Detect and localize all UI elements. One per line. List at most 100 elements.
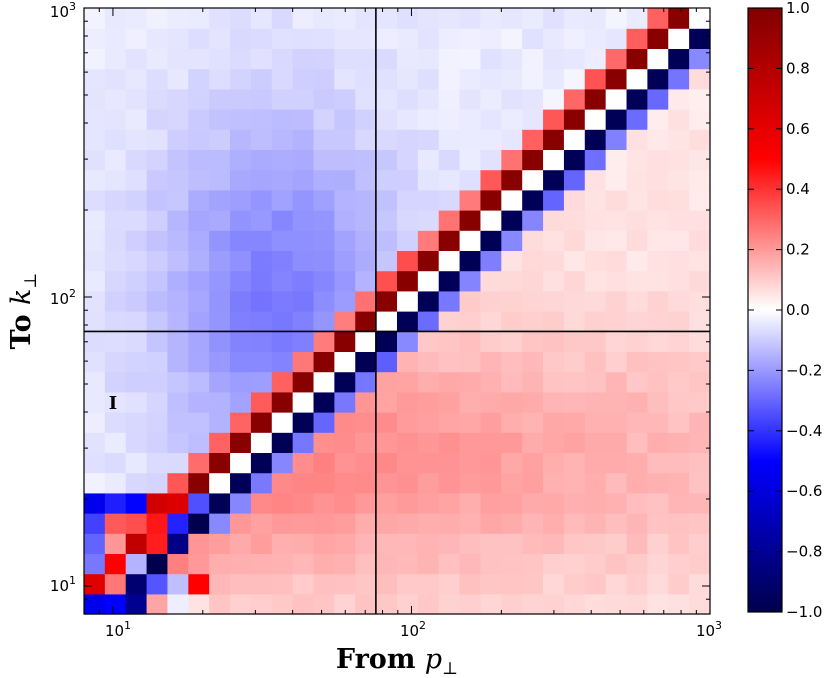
heatmap-cell xyxy=(396,472,419,494)
heatmap-cell xyxy=(209,311,231,332)
heatmap-cell xyxy=(689,109,711,130)
heatmap-cell xyxy=(355,129,377,151)
heatmap-cell xyxy=(209,68,231,90)
heatmap-cell xyxy=(230,331,252,353)
heatmap-cell xyxy=(334,169,356,191)
heatmap-cell xyxy=(605,351,628,373)
heatmap-cell xyxy=(480,513,502,534)
heatmap-cell xyxy=(313,48,335,70)
heatmap-cell xyxy=(125,28,148,49)
heatmap-cell xyxy=(167,492,189,514)
heatmap-cell xyxy=(522,492,544,514)
heatmap-cell xyxy=(605,48,628,70)
heatmap-cell xyxy=(668,391,690,413)
heatmap-cell xyxy=(146,169,169,191)
heatmap-cell xyxy=(396,270,419,292)
heatmap-cell xyxy=(376,553,398,575)
heatmap-cell xyxy=(563,513,586,534)
heatmap-cell xyxy=(668,270,690,292)
heatmap-cell xyxy=(689,250,711,272)
heatmap-cell xyxy=(438,331,461,353)
heatmap-cell xyxy=(250,472,273,494)
heatmap-cell xyxy=(355,88,377,110)
heatmap-cell xyxy=(626,48,648,70)
heatmap-cell xyxy=(292,371,315,393)
heatmap-cell xyxy=(689,88,711,110)
heatmap-cell xyxy=(292,573,315,595)
heatmap-cell xyxy=(626,412,648,433)
heatmap-cell xyxy=(188,573,210,595)
heatmap-cell xyxy=(125,129,148,151)
heatmap-cell xyxy=(125,68,148,90)
heatmap-cell xyxy=(459,311,482,332)
heatmap-cell xyxy=(230,371,252,393)
heatmap-cell xyxy=(84,88,106,110)
heatmap-cell xyxy=(605,28,628,49)
heatmap-cell xyxy=(626,88,648,110)
heatmap-cell xyxy=(146,210,169,231)
heatmap-cell xyxy=(84,311,106,332)
heatmap-cell xyxy=(647,593,669,615)
heatmap-cell xyxy=(668,88,690,110)
heatmap-cell xyxy=(626,391,648,413)
heatmap-cell xyxy=(459,492,482,514)
heatmap-cell xyxy=(689,311,711,332)
heatmap-cell xyxy=(146,351,169,373)
heatmap-cell xyxy=(522,129,544,151)
heatmap-cell xyxy=(689,351,711,373)
colorbar-tick-label: −0.2 xyxy=(786,361,822,379)
heatmap-cell xyxy=(543,351,565,373)
heatmap-cell xyxy=(543,8,565,29)
heatmap-cell xyxy=(84,169,106,191)
heatmap-cell xyxy=(230,230,252,252)
heatmap-cell xyxy=(417,553,440,575)
heatmap-cell xyxy=(146,88,169,110)
heatmap-cell xyxy=(313,129,335,151)
heatmap-cell xyxy=(230,573,252,595)
heatmap-cell xyxy=(522,48,544,70)
heatmap-cell xyxy=(146,553,169,575)
heatmap-cell xyxy=(605,270,628,292)
heatmap-cell xyxy=(355,452,377,474)
heatmap-cell xyxy=(355,149,377,171)
heatmap-cell xyxy=(313,452,335,474)
heatmap-cell xyxy=(417,371,440,393)
heatmap-cell xyxy=(647,28,669,49)
heatmap-cell xyxy=(230,492,252,514)
heatmap-cell xyxy=(584,533,607,555)
heatmap-cell xyxy=(376,533,398,555)
heatmap-cell xyxy=(313,270,335,292)
heatmap-cell xyxy=(167,593,189,615)
heatmap-cell xyxy=(334,371,356,393)
heatmap-cell xyxy=(313,492,335,514)
heatmap-cell xyxy=(104,129,127,151)
heatmap-cell xyxy=(146,109,169,130)
heatmap-cell xyxy=(355,492,377,514)
heatmap-cell xyxy=(668,8,690,29)
heatmap-cell xyxy=(480,432,502,454)
heatmap-cell xyxy=(605,169,628,191)
heatmap-cell xyxy=(605,492,628,514)
heatmap-cell xyxy=(647,149,669,171)
heatmap-cell xyxy=(230,533,252,555)
heatmap-cell xyxy=(522,68,544,90)
heatmap-cell xyxy=(209,371,231,393)
heatmap-cell xyxy=(250,169,273,191)
heatmap-cell xyxy=(480,593,502,615)
heatmap-cell xyxy=(209,129,231,151)
heatmap-cell xyxy=(167,290,189,312)
heatmap-cell xyxy=(104,573,127,595)
heatmap-cell xyxy=(543,452,565,474)
heatmap-cell xyxy=(292,129,315,151)
heatmap-cell xyxy=(125,149,148,171)
heatmap-cell xyxy=(84,68,106,90)
heatmap-cell xyxy=(146,149,169,171)
heatmap-cell xyxy=(376,331,398,353)
heatmap-cell xyxy=(501,391,523,413)
heatmap-cell xyxy=(104,270,127,292)
y-axis-label: To k⊥ xyxy=(6,273,41,350)
heatmap-cell xyxy=(584,593,607,615)
heatmap-cell xyxy=(689,412,711,433)
heatmap-cell xyxy=(396,533,419,555)
heatmap-cell xyxy=(230,412,252,433)
